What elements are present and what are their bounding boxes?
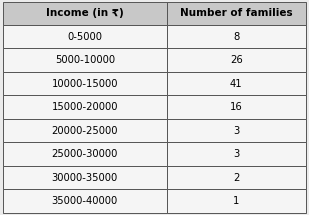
Text: 0-5000: 0-5000 <box>67 32 102 41</box>
Bar <box>3 48 167 72</box>
Bar <box>3 2 167 25</box>
Text: 41: 41 <box>230 78 243 89</box>
Text: 16: 16 <box>230 102 243 112</box>
Bar <box>3 119 167 142</box>
Bar <box>3 95 167 119</box>
Bar <box>3 166 167 189</box>
Text: 35000-40000: 35000-40000 <box>52 196 118 206</box>
Text: Income (in ₹): Income (in ₹) <box>46 8 124 18</box>
Bar <box>167 142 306 166</box>
Bar <box>167 95 306 119</box>
Text: 20000-25000: 20000-25000 <box>52 126 118 136</box>
Bar <box>167 119 306 142</box>
Bar <box>167 72 306 95</box>
Text: 5000-10000: 5000-10000 <box>55 55 115 65</box>
Text: 3: 3 <box>233 126 239 136</box>
Bar <box>3 25 167 48</box>
Text: 2: 2 <box>233 173 239 183</box>
Text: 3: 3 <box>233 149 239 159</box>
Bar <box>3 72 167 95</box>
Text: 30000-35000: 30000-35000 <box>52 173 118 183</box>
Bar <box>167 189 306 213</box>
Text: 10000-15000: 10000-15000 <box>52 78 118 89</box>
Text: 8: 8 <box>233 32 239 41</box>
Bar <box>167 166 306 189</box>
Bar <box>167 2 306 25</box>
Bar <box>167 25 306 48</box>
Text: 26: 26 <box>230 55 243 65</box>
Bar <box>3 142 167 166</box>
Text: Number of families: Number of families <box>180 8 293 18</box>
Text: 25000-30000: 25000-30000 <box>52 149 118 159</box>
Bar <box>167 48 306 72</box>
Text: 15000-20000: 15000-20000 <box>52 102 118 112</box>
Text: 1: 1 <box>233 196 239 206</box>
Bar <box>3 189 167 213</box>
